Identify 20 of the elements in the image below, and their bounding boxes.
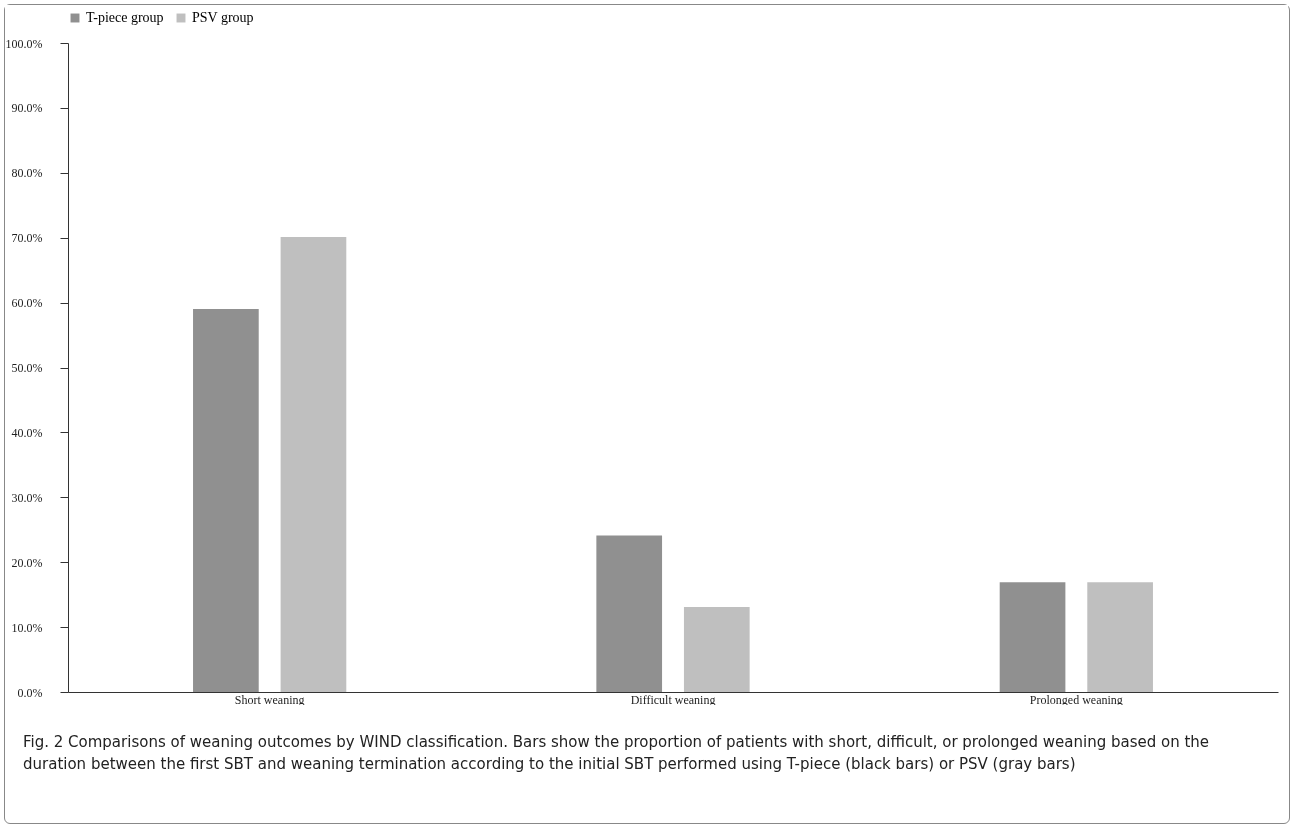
legend-label: T-piece group bbox=[86, 10, 164, 25]
bar bbox=[193, 309, 259, 692]
y-tick-label: 10.0% bbox=[11, 620, 43, 635]
bar bbox=[280, 237, 347, 692]
bar bbox=[999, 582, 1066, 692]
y-tick-label: 70.0% bbox=[11, 231, 43, 246]
legend-label: PSV group bbox=[192, 10, 254, 25]
bar bbox=[683, 606, 750, 692]
y-tick-label: 80.0% bbox=[11, 166, 43, 181]
y-tick-label: 0.0% bbox=[17, 685, 43, 700]
y-tick-label: 40.0% bbox=[11, 425, 43, 440]
y-tick-label: 100.0% bbox=[5, 36, 43, 51]
y-tick-label: 60.0% bbox=[11, 296, 43, 311]
y-tick-label: 50.0% bbox=[11, 361, 43, 375]
y-tick-label: 90.0% bbox=[11, 101, 43, 116]
caption: Fig. 2 Comparisons of weaning outcomes by WIND classification. Bars show the proportion of patients with short, difficult, or prolonged weaning based on the duration between the first SBT and weaning termination according to the initial SBT performed using T-piece (black bars) or PSV (gray bars) bbox=[23, 732, 1211, 775]
bar bbox=[1087, 582, 1153, 692]
y-tick-label: 20.0% bbox=[11, 555, 43, 570]
bar bbox=[596, 535, 663, 692]
y-tick-label: 30.0% bbox=[11, 490, 43, 505]
